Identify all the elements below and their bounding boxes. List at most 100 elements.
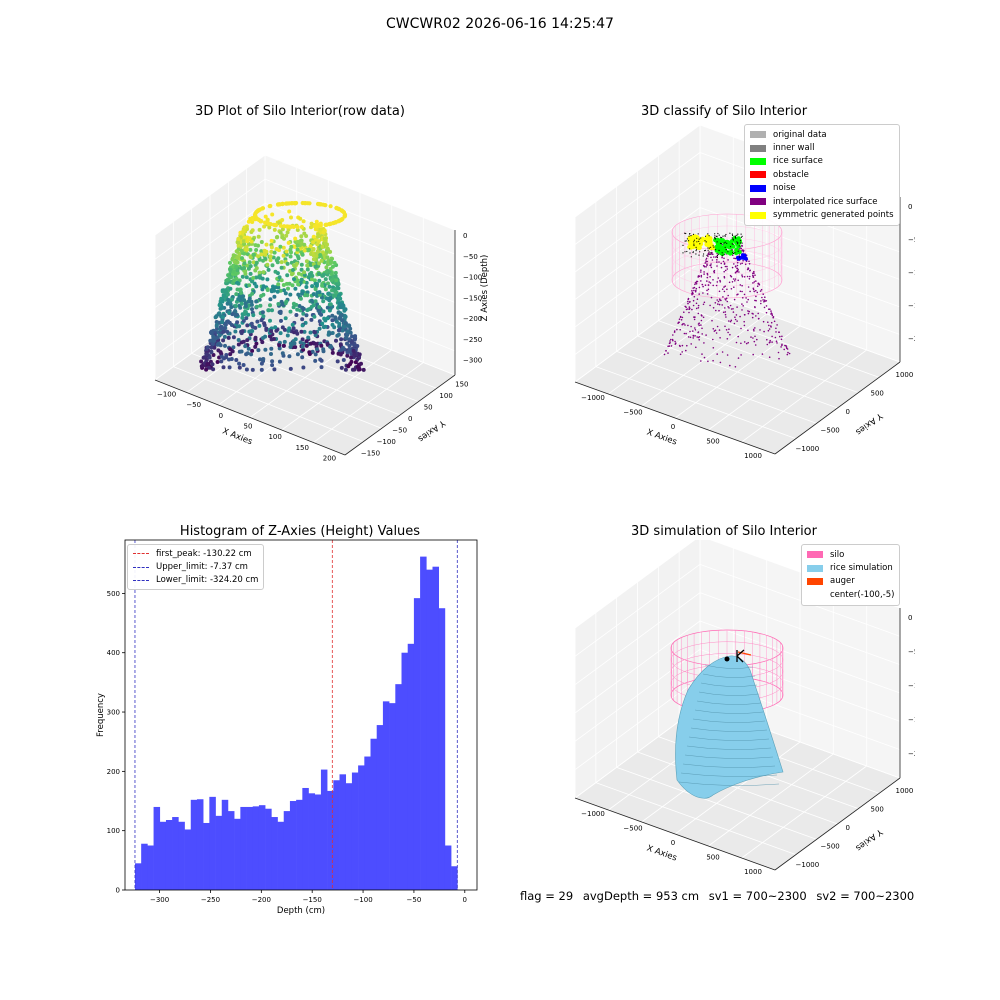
raw-point — [260, 276, 265, 281]
cls-interpolated-point — [692, 299, 695, 302]
raw-point — [267, 225, 272, 230]
cls-interpolated-point — [711, 259, 714, 261]
raw-point — [309, 341, 313, 346]
cls-interpolated-point — [696, 280, 699, 283]
raw-point — [214, 323, 219, 328]
raw-point — [315, 347, 319, 352]
cls-y-tick-label: 1000 — [896, 371, 914, 379]
raw-point — [318, 202, 323, 207]
cls-interpolated-point — [737, 269, 739, 271]
cls-original-point — [718, 234, 720, 236]
cls-interpolated-point — [744, 263, 747, 266]
raw-point — [217, 311, 222, 316]
raw-point — [246, 346, 251, 351]
raw-point — [249, 352, 254, 357]
cls-interpolated-point — [730, 275, 733, 278]
cls-interpolated-point — [730, 308, 733, 310]
cls-interpolated-point — [736, 306, 738, 308]
raw-point — [347, 337, 352, 342]
cls-interpolated-point — [749, 275, 751, 278]
raw-point — [205, 362, 210, 367]
raw-point — [236, 236, 241, 241]
raw-point — [291, 268, 295, 272]
histogram-bar — [420, 556, 427, 890]
raw-point — [247, 260, 252, 265]
cls-interpolated-point — [723, 275, 726, 278]
cls-original-point — [721, 252, 723, 254]
cls-interpolated-point — [758, 317, 760, 320]
raw-point — [306, 335, 311, 340]
cls-interpolated-point — [752, 337, 754, 339]
cls-interpolated-point — [701, 315, 703, 317]
raw-point — [231, 253, 236, 258]
histogram-legend-line — [133, 579, 149, 581]
cls-interpolated-point — [705, 261, 707, 263]
raw-point — [286, 328, 291, 333]
cls-interpolated-point — [692, 287, 694, 289]
cls-interpolated-point — [673, 330, 676, 332]
raw-point — [227, 357, 231, 362]
cls-interpolated-point — [706, 260, 708, 263]
raw-point — [300, 337, 305, 342]
histogram-y-tick-label: 100 — [107, 827, 120, 835]
sim-legend-entry: silo — [807, 548, 894, 561]
cls-original-point — [690, 235, 692, 237]
raw-point — [324, 296, 329, 301]
raw-point — [284, 233, 289, 238]
raw-point — [279, 278, 284, 283]
cls-interpolated-point — [750, 336, 752, 338]
histogram-x-tick-label: −250 — [201, 896, 220, 904]
raw-point — [211, 334, 216, 339]
raw-point — [250, 367, 255, 372]
raw-point — [317, 278, 322, 283]
cls-legend-label: original data — [773, 129, 827, 140]
cls-original-point — [713, 246, 715, 248]
raw-point — [235, 312, 240, 317]
raw-point — [323, 222, 328, 227]
cls-interpolated-point — [747, 329, 749, 332]
cls-y-axis-label: Y Axies — [853, 410, 885, 437]
cls-interpolated-point — [683, 332, 686, 335]
raw-point — [205, 345, 210, 350]
raw-point — [208, 338, 213, 343]
histogram-y-tick-label: 300 — [107, 709, 120, 717]
raw-point — [220, 320, 225, 325]
raw-point — [221, 293, 226, 298]
histogram-bar — [358, 765, 365, 890]
cls-z-tick-label: 0 — [908, 203, 912, 211]
cls-interpolated-point — [755, 280, 757, 282]
raw-point — [324, 269, 329, 274]
cls-interpolated-point — [695, 302, 698, 305]
cls-original-point — [704, 250, 706, 252]
cls-z-tick-label: −2000 — [908, 335, 915, 343]
cls-interpolated-point — [752, 287, 755, 290]
raw-point — [278, 223, 283, 228]
raw-point — [280, 201, 285, 207]
raw-point — [281, 283, 286, 287]
cls-original-point — [702, 255, 704, 257]
raw-point — [270, 212, 275, 217]
raw-point — [210, 362, 215, 367]
raw-point — [235, 260, 240, 265]
cls-interpolated-point — [748, 263, 751, 265]
raw-point — [301, 306, 306, 311]
raw-point — [227, 365, 232, 370]
raw-point — [302, 329, 307, 334]
raw-point — [305, 263, 310, 268]
cls-interpolated-point — [698, 275, 701, 278]
raw-point — [279, 318, 283, 323]
raw-point — [250, 220, 255, 224]
cls-symmetric-point — [706, 239, 711, 245]
raw-point — [337, 301, 342, 306]
raw-point — [262, 248, 267, 253]
cls-interpolated-point — [667, 352, 669, 354]
cls-interpolated-point — [759, 329, 761, 331]
raw-point — [302, 248, 307, 253]
raw-point — [259, 318, 264, 323]
cls-interpolated-point — [697, 307, 700, 309]
raw-point — [275, 235, 280, 239]
raw-point — [314, 253, 319, 258]
raw-point — [337, 321, 342, 326]
histogram-frame — [124, 539, 478, 891]
cls-symmetric-point — [699, 238, 705, 243]
